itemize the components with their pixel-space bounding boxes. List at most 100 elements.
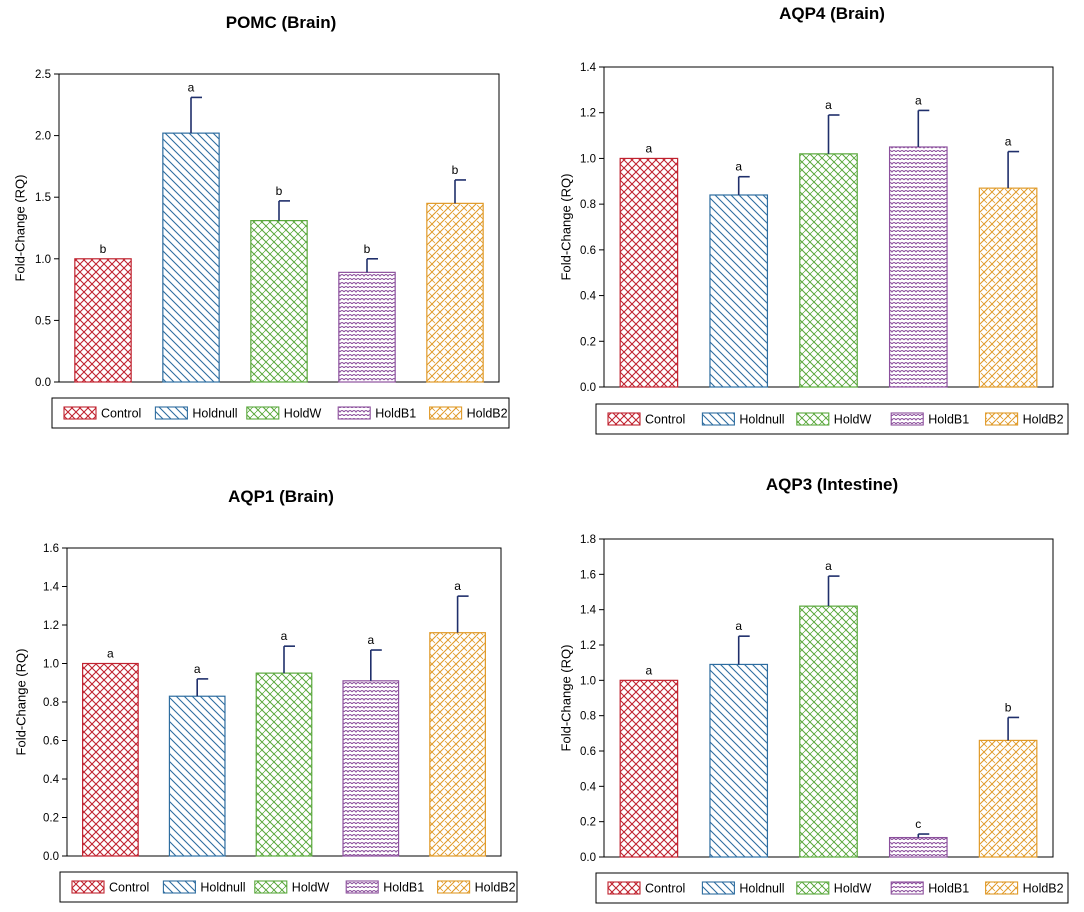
significance-letter-control: a bbox=[646, 663, 653, 677]
y-tick-label: 1.0 bbox=[580, 153, 596, 165]
significance-letter-holdnull: a bbox=[194, 662, 201, 676]
legend-label-holdw: HoldW bbox=[292, 881, 330, 895]
significance-letter-holdw: b bbox=[276, 184, 283, 198]
legend-label-holdw: HoldW bbox=[834, 413, 872, 427]
bar-holdnull bbox=[162, 132, 220, 383]
significance-letter-holdb1: a bbox=[915, 93, 922, 107]
bar-holdb2 bbox=[978, 187, 1038, 388]
legend-swatch-holdb1 bbox=[890, 881, 924, 895]
y-tick-label: 1.4 bbox=[580, 605, 597, 617]
bar-holdb1 bbox=[888, 146, 948, 388]
bar-holdb1 bbox=[342, 680, 400, 857]
legend-label-holdw: HoldW bbox=[284, 407, 322, 421]
bar-holdw bbox=[255, 672, 313, 857]
legend-label-holdnull: Holdnull bbox=[192, 407, 237, 421]
bar-holdb2 bbox=[426, 202, 484, 383]
legend-swatch-holdnull bbox=[162, 880, 196, 894]
legend-label-control: Control bbox=[645, 882, 685, 896]
significance-letter-control: b bbox=[100, 242, 107, 256]
legend-label-control: Control bbox=[109, 881, 149, 895]
y-tick-label: 1.2 bbox=[580, 640, 596, 652]
legend-swatch-control bbox=[607, 412, 641, 426]
legend-swatch-control bbox=[71, 880, 105, 894]
legend-label-holdw: HoldW bbox=[834, 882, 872, 896]
y-tick-label: 1.4 bbox=[580, 62, 597, 74]
chart-title: POMC (Brain) bbox=[226, 13, 337, 32]
y-tick-label: 0.5 bbox=[35, 315, 51, 327]
legend-swatch-holdb2 bbox=[985, 881, 1019, 895]
y-tick-label: 1.0 bbox=[580, 675, 596, 687]
legend-label-holdb2: HoldB2 bbox=[1023, 413, 1064, 427]
chart-panel-pomc-brain: POMC (Brain) Fold-Change (RQ) 0.0 0.5 1.0 1.5… bbox=[13, 13, 510, 429]
chart-title: AQP4 (Brain) bbox=[779, 4, 885, 23]
y-tick-label: 1.2 bbox=[580, 108, 596, 120]
y-tick-label: 0.4 bbox=[43, 774, 60, 786]
y-tick-label: 0.0 bbox=[580, 382, 596, 394]
y-tick-label: 2.5 bbox=[35, 69, 51, 81]
legend-swatch-holdb1 bbox=[345, 880, 379, 894]
y-tick-label: 1.5 bbox=[35, 192, 51, 204]
y-axis-label: Fold-Change (RQ) bbox=[559, 174, 574, 281]
y-tick-label: 2.0 bbox=[35, 131, 51, 143]
chart-title: AQP3 (Intestine) bbox=[766, 475, 898, 494]
legend-swatch-control bbox=[607, 881, 641, 895]
significance-letter-holdb2: a bbox=[1005, 135, 1012, 149]
legend-swatch-holdb1 bbox=[337, 406, 371, 420]
significance-letter-holdnull: a bbox=[735, 160, 742, 174]
y-tick-label: 0.8 bbox=[580, 199, 596, 211]
y-tick-label: 0.8 bbox=[580, 711, 596, 723]
legend-swatch-holdnull bbox=[154, 406, 188, 420]
significance-letter-control: a bbox=[107, 647, 114, 661]
legend: Control Holdnull HoldW HoldB1 HoldB2 bbox=[59, 871, 518, 903]
y-tick-label: 0.0 bbox=[35, 377, 51, 389]
significance-letter-holdw: a bbox=[825, 559, 832, 573]
y-tick-label: 0.8 bbox=[43, 697, 59, 709]
y-tick-label: 1.2 bbox=[43, 620, 59, 632]
legend-label-holdnull: Holdnull bbox=[200, 881, 245, 895]
significance-letter-holdb1: b bbox=[364, 242, 371, 256]
legend: Control Holdnull HoldW HoldB1 HoldB2 bbox=[595, 403, 1069, 435]
legend-label-holdb1: HoldB1 bbox=[375, 407, 416, 421]
significance-letter-holdb2: a bbox=[454, 579, 461, 593]
y-tick-label: 0.6 bbox=[580, 746, 596, 758]
legend-label-control: Control bbox=[101, 407, 141, 421]
chart-panel-aqp3-intestine: AQP3 (Intestine) Fold-Change (RQ) 0.0 0.2 0.… bbox=[559, 475, 1069, 904]
legend: Control Holdnull HoldW HoldB1 HoldB2 bbox=[595, 872, 1069, 904]
y-tick-label: 1.6 bbox=[43, 543, 59, 555]
legend-label-control: Control bbox=[645, 413, 685, 427]
significance-letter-holdb1: a bbox=[367, 633, 374, 647]
legend-label-holdnull: Holdnull bbox=[739, 413, 784, 427]
legend-swatch-holdw bbox=[246, 406, 280, 420]
bar-holdw bbox=[799, 605, 858, 858]
y-tick-label: 1.0 bbox=[43, 659, 59, 671]
bar-holdw bbox=[250, 220, 308, 383]
legend: Control Holdnull HoldW HoldB1 HoldB2 bbox=[51, 397, 510, 429]
significance-letter-holdb2: b bbox=[452, 163, 459, 177]
bar-holdw bbox=[799, 153, 858, 388]
legend-label-holdb2: HoldB2 bbox=[475, 881, 516, 895]
legend-swatch-holdb2 bbox=[985, 412, 1019, 426]
y-tick-label: 0.0 bbox=[580, 852, 596, 864]
legend-label-holdb1: HoldB1 bbox=[928, 413, 969, 427]
significance-letter-holdw: a bbox=[825, 98, 832, 112]
significance-letter-control: a bbox=[646, 141, 653, 155]
legend-swatch-holdw bbox=[796, 881, 830, 895]
y-tick-label: 0.2 bbox=[43, 813, 59, 825]
chart-panel-aqp4-brain: AQP4 (Brain) Fold-Change (RQ) 0.0 0.2 0.4 0.6… bbox=[559, 4, 1069, 435]
bar-control bbox=[619, 679, 679, 858]
chart-title: AQP1 (Brain) bbox=[228, 487, 334, 506]
significance-letter-holdb1: c bbox=[915, 817, 921, 831]
bar-holdb2 bbox=[978, 739, 1038, 858]
y-axis-label: Fold-Change (RQ) bbox=[13, 175, 28, 282]
bar-holdnull bbox=[168, 695, 226, 857]
bar-holdnull bbox=[709, 194, 769, 388]
y-tick-label: 0.4 bbox=[580, 781, 597, 793]
bar-control bbox=[82, 662, 139, 857]
legend-swatch-holdnull bbox=[701, 881, 735, 895]
legend-swatch-holdb2 bbox=[437, 880, 471, 894]
legend-label-holdb1: HoldB1 bbox=[383, 881, 424, 895]
significance-letter-holdnull: a bbox=[735, 619, 742, 633]
y-tick-label: 1.0 bbox=[35, 254, 51, 266]
legend-swatch-holdw bbox=[796, 412, 830, 426]
bar-holdb1 bbox=[888, 836, 948, 858]
